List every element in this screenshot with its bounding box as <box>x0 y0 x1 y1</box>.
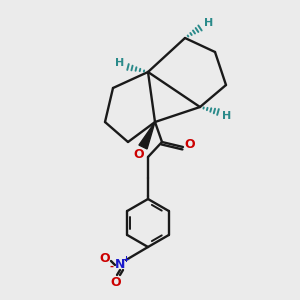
Text: H: H <box>116 58 124 68</box>
Text: O: O <box>185 137 195 151</box>
Text: O: O <box>134 148 144 161</box>
Text: H: H <box>222 111 232 121</box>
Text: +: + <box>122 254 130 263</box>
Polygon shape <box>139 122 155 149</box>
Text: -: - <box>109 262 113 272</box>
Text: H: H <box>204 18 214 28</box>
Text: O: O <box>100 253 110 266</box>
Text: N: N <box>115 259 125 272</box>
Text: O: O <box>111 277 121 290</box>
